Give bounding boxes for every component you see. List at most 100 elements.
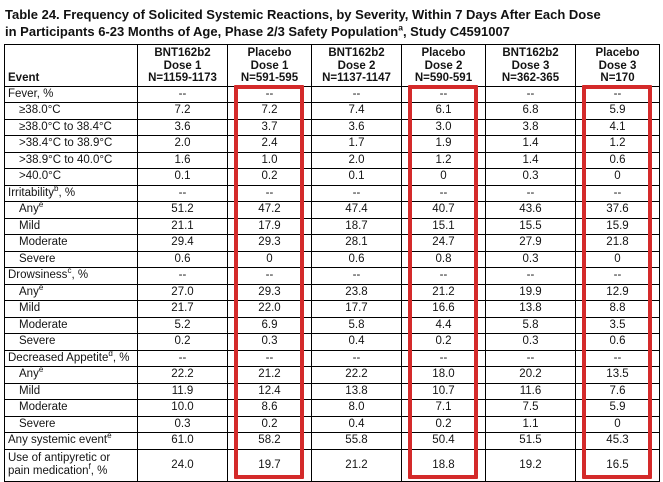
- value-cell: 2.0: [311, 151, 402, 169]
- footnote-marker: e: [38, 201, 44, 210]
- value-cell: 29.4: [137, 234, 228, 252]
- value-cell: 4.1: [575, 118, 660, 136]
- footnote-marker: d: [108, 350, 113, 358]
- row-label: Drowsinessc, %: [4, 267, 138, 285]
- value-cell: 19.9: [485, 283, 576, 301]
- value-cell: 1.7: [311, 135, 402, 153]
- value-cell: 47.4: [311, 201, 402, 219]
- table-row: Moderate 5.2 6.9 5.8 4.4 5.8 3.5: [4, 316, 660, 334]
- header-row: Event BNT162b2 Dose 1 N=1159-1173 Placebo Do…: [4, 44, 660, 87]
- value-cell: --: [401, 349, 486, 367]
- value-cell: 1.0: [227, 151, 312, 169]
- value-cell: --: [401, 184, 486, 202]
- table-row: Anye 27.0 29.3 23.8 21.2 19.9 12.9: [4, 283, 660, 301]
- value-cell: 8.0: [311, 399, 402, 417]
- value-cell: 17.7: [311, 300, 402, 318]
- value-cell: 20.2: [485, 366, 576, 384]
- value-cell: 0.2: [227, 415, 312, 433]
- table-row: Anye 22.2 21.2 22.2 18.0 20.2 13.5: [4, 366, 660, 384]
- value-cell: 45.3: [575, 432, 660, 450]
- value-cell: 51.5: [485, 432, 576, 450]
- value-cell: 23.8: [311, 283, 402, 301]
- value-cell: 7.5: [485, 399, 576, 417]
- value-cell: 50.4: [401, 432, 486, 450]
- value-cell: 0.2: [137, 333, 228, 351]
- value-cell: --: [401, 85, 486, 103]
- row-label: Mild: [4, 382, 138, 400]
- row-label: Mild: [4, 217, 138, 235]
- value-cell: 7.6: [575, 382, 660, 400]
- value-cell: 18.8: [401, 448, 486, 482]
- value-cell: 0.6: [137, 250, 228, 268]
- value-cell: --: [575, 85, 660, 103]
- footnote-marker: a: [398, 22, 403, 33]
- value-cell: 10.7: [401, 382, 486, 400]
- value-cell: 10.0: [137, 399, 228, 417]
- table-row: Drowsinessc, % -- -- -- -- -- --: [4, 267, 660, 285]
- value-cell: 21.2: [311, 448, 402, 482]
- value-cell: 5.8: [485, 316, 576, 334]
- value-cell: --: [485, 267, 576, 285]
- table-row: Moderate 10.0 8.6 8.0 7.1 7.5 5.9: [4, 399, 660, 417]
- table-row: Severe 0.6 0 0.6 0.8 0.3 0: [4, 250, 660, 268]
- value-cell: 21.2: [401, 283, 486, 301]
- row-label: Moderate: [4, 399, 138, 417]
- value-cell: 21.8: [575, 234, 660, 252]
- value-cell: --: [485, 349, 576, 367]
- table-row: Mild 11.9 12.4 13.8 10.7 11.6 7.6: [4, 382, 660, 400]
- value-cell: 27.9: [485, 234, 576, 252]
- value-cell: 8.8: [575, 300, 660, 318]
- value-cell: 16.6: [401, 300, 486, 318]
- value-cell: 24.0: [137, 448, 228, 482]
- row-label: >38.9°C to 40.0°C: [4, 151, 138, 169]
- value-cell: 22.0: [227, 300, 312, 318]
- value-cell: --: [575, 349, 660, 367]
- row-label: ≥38.0°C to 38.4°C: [4, 118, 138, 136]
- footnote-marker: e: [38, 366, 44, 375]
- value-cell: 2.0: [137, 135, 228, 153]
- value-cell: 16.5: [575, 448, 660, 482]
- value-cell: 40.7: [401, 201, 486, 219]
- value-cell: 0.6: [575, 151, 660, 169]
- value-cell: 0: [575, 168, 660, 186]
- row-label: Anye: [4, 283, 138, 301]
- value-cell: 18.0: [401, 366, 486, 384]
- footnote-marker: b: [54, 185, 59, 193]
- value-cell: 17.9: [227, 217, 312, 235]
- row-label: Decreased Appetited, %: [4, 349, 138, 367]
- value-cell: 0.1: [137, 168, 228, 186]
- table-title-line1: Table 24. Frequency of Solicited Systemi…: [5, 7, 601, 22]
- value-cell: 0.3: [137, 415, 228, 433]
- value-cell: 7.1: [401, 399, 486, 417]
- value-cell: --: [575, 267, 660, 285]
- value-cell: 5.9: [575, 399, 660, 417]
- table-row: Use of antipyretic or pain medicationf, …: [4, 448, 660, 482]
- row-label: Anye: [4, 366, 138, 384]
- value-cell: 1.4: [485, 135, 576, 153]
- value-cell: 3.6: [311, 118, 402, 136]
- value-cell: 0.2: [401, 415, 486, 433]
- value-cell: --: [137, 349, 228, 367]
- value-cell: 24.7: [401, 234, 486, 252]
- value-cell: 1.6: [137, 151, 228, 169]
- value-cell: --: [311, 349, 402, 367]
- value-cell: 15.5: [485, 217, 576, 235]
- value-cell: 0.3: [485, 250, 576, 268]
- value-cell: 13.5: [575, 366, 660, 384]
- value-cell: 5.8: [311, 316, 402, 334]
- value-cell: 3.8: [485, 118, 576, 136]
- table-row: Mild 21.1 17.9 18.7 15.1 15.5 15.9: [4, 217, 660, 235]
- value-cell: 6.9: [227, 316, 312, 334]
- column-header-bnt162b2-dose1: BNT162b2 Dose 1 N=1159-1173: [137, 44, 228, 87]
- table-row: Fever, % -- -- -- -- -- --: [4, 85, 660, 103]
- column-header-placebo-dose1: Placebo Dose 1 N=591-595: [227, 44, 312, 87]
- table-row: ≥38.0°C to 38.4°C 3.6 3.7 3.6 3.0 3.8 4.1: [4, 118, 660, 136]
- footnote-marker: f: [88, 462, 91, 472]
- value-cell: 0.1: [311, 168, 402, 186]
- value-cell: 3.6: [137, 118, 228, 136]
- value-cell: 21.7: [137, 300, 228, 318]
- value-cell: 1.4: [485, 151, 576, 169]
- table-title-line2-end: , Study C4591007: [402, 23, 510, 39]
- value-cell: 28.1: [311, 234, 402, 252]
- value-cell: 19.7: [227, 448, 312, 482]
